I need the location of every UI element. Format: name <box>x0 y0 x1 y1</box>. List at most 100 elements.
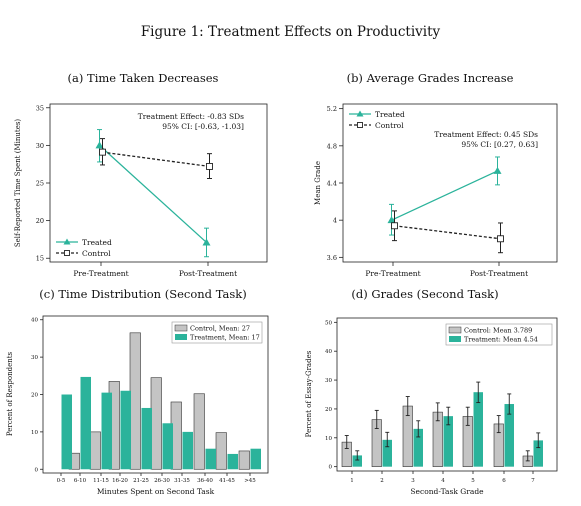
legend-box <box>171 321 263 344</box>
panel-a: (a) Time Taken Decreases 15 20 25 30 35 Pre-Tr… <box>14 71 268 278</box>
x-tick-label: 3 <box>411 478 415 484</box>
legend-label-control: Control <box>82 249 111 258</box>
annotation-line: 95% CI: [-0.63, -1.03] <box>162 122 244 131</box>
y-tick-label: 4.8 <box>327 142 337 150</box>
x-tick-label: 26-30 <box>154 478 170 484</box>
annotation-line: Treatment Effect: -0.83 SDs <box>138 112 244 121</box>
panel-d-title: (d) Grades (Second Task) <box>351 287 498 301</box>
x-tick-label: >45 <box>244 478 256 484</box>
series-line-control <box>394 225 501 240</box>
y-tick-label: 3.6 <box>327 254 337 262</box>
y-tick-label: 0 <box>329 465 333 471</box>
data-point-treated <box>493 166 502 174</box>
legend-marker-control <box>64 250 70 256</box>
x-tick-label: 36-40 <box>197 478 213 484</box>
legend-marker-treated <box>356 110 364 117</box>
bar-treatment <box>382 439 392 467</box>
legend-marker-treated <box>63 238 71 245</box>
x-axis-label: Minutes Spent on Second Task <box>97 487 215 496</box>
bar-control <box>150 377 162 470</box>
y-tick-label: 35 <box>36 104 44 112</box>
bar-treatment <box>443 416 453 467</box>
x-tick-label: 11-15 <box>93 478 109 484</box>
legend-label-treated: Treated <box>82 238 112 247</box>
legend-swatch-treatment <box>175 334 187 340</box>
y-axis-label: Percent of Essay-Grades <box>305 350 313 437</box>
data-point-control <box>206 162 213 170</box>
y-tick-label: 10 <box>31 430 38 436</box>
y-tick-label: 10 <box>325 436 332 442</box>
legend-label-treated: Treated <box>375 110 405 119</box>
x-tick-label: 31-35 <box>174 478 190 484</box>
bar-treatment <box>413 428 423 467</box>
panel-b: (b) Average Grades Increase 3.6 4 4.4 4.8 5.2… <box>314 71 558 278</box>
y-axis-label: Mean Grade <box>314 161 322 205</box>
data-point-treated <box>387 216 396 224</box>
y-axis-label: Percent of Respondents <box>6 351 14 436</box>
bar-control <box>215 432 227 470</box>
x-tick-label: 6 <box>502 478 506 484</box>
y-tick-label: 25 <box>36 180 44 188</box>
y-tick-label: 40 <box>31 318 38 324</box>
y-tick-label: 15 <box>36 255 44 263</box>
bar-treatment <box>61 394 72 470</box>
x-tick-label: Pre-Treatment <box>365 269 420 278</box>
y-tick-label: 50 <box>325 320 332 326</box>
panel-a-title: (a) Time Taken Decreases <box>68 71 219 85</box>
bar-treatment <box>80 376 91 470</box>
panel-d: (d) Grades (Second Task) 0 10 20 30 40 50 1 2 3 4 5… <box>305 287 558 496</box>
x-tick-label: 4 <box>441 478 445 484</box>
data-point-control <box>391 222 398 230</box>
x-axis-label: Second-Task Grade <box>410 487 484 496</box>
series-line-control <box>102 151 210 168</box>
y-tick-label: 20 <box>325 407 332 413</box>
x-tick-label: 16-20 <box>112 478 128 484</box>
y-tick-label: 30 <box>325 378 332 384</box>
panel-d-frame <box>336 317 558 472</box>
y-tick-label: 5.2 <box>327 105 337 113</box>
bar-treatment <box>205 448 216 470</box>
annotation-line: Treatment Effect: 0.45 SDs <box>434 130 538 139</box>
legend-marker-control <box>357 122 363 128</box>
data-point-treated <box>95 141 104 149</box>
legend-label-treatment: Treatment, Mean: 17 <box>190 334 260 342</box>
bar-treatment <box>533 440 543 467</box>
legend-box <box>445 323 553 346</box>
bar-treatment <box>182 431 193 470</box>
x-tick-label: 6-10 <box>74 478 87 484</box>
x-tick-label: 41-45 <box>219 478 235 484</box>
y-axis-label: Self-Reported Time Spent (Minutes) <box>14 119 22 248</box>
y-tick-label: 20 <box>36 217 44 225</box>
bar-treatment <box>352 455 362 467</box>
y-tick-label: 30 <box>31 355 38 361</box>
x-tick-label: 0-5 <box>57 478 66 484</box>
x-tick-label: 7 <box>531 478 535 484</box>
legend-label-control: Control: Mean 3.789 <box>464 327 532 335</box>
x-tick-label: 21-25 <box>133 478 149 484</box>
panel-c-title: (c) Time Distribution (Second Task) <box>39 287 246 301</box>
bar-treatment <box>473 392 483 467</box>
bar-control <box>193 393 205 470</box>
bar-treatment <box>227 453 238 470</box>
bar-treatment <box>250 448 261 470</box>
data-point-treated <box>202 238 211 246</box>
data-point-control <box>497 235 504 243</box>
bar-treatment <box>101 392 112 470</box>
series-line-treated <box>99 144 207 243</box>
data-point-control <box>99 148 106 156</box>
bar-control <box>89 431 101 470</box>
annotation-line: 95% CI: [0.27, 0.63] <box>461 140 538 149</box>
x-tick-label: Post-Treatment <box>470 269 528 278</box>
y-tick-label: 0 <box>35 467 39 473</box>
bar-treatment <box>141 407 152 470</box>
x-tick-label: Pre-Treatment <box>73 269 128 278</box>
x-tick-label: 1 <box>350 478 354 484</box>
legend-swatch-treatment <box>449 336 461 342</box>
panel-c: (c) Time Distribution (Second Task) 0 10 20… <box>6 287 269 496</box>
legend-label-control: Control, Mean: 27 <box>190 325 250 333</box>
y-tick-label: 40 <box>325 349 332 355</box>
y-tick-label: 30 <box>36 142 44 150</box>
bar-treatment <box>120 390 131 470</box>
legend-swatch-control <box>448 326 462 334</box>
